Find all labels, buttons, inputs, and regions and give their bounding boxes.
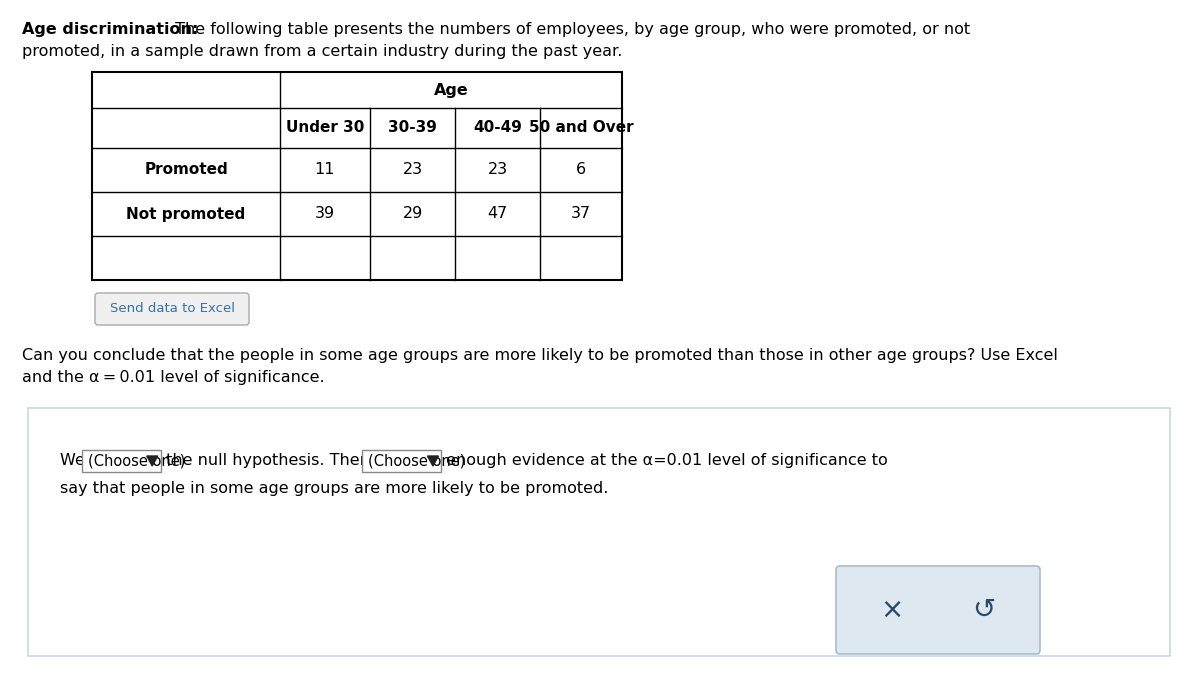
Bar (82, 450, 161, 472)
Text: say that people in some age groups are more likely to be promoted.: say that people in some age groups are m… (60, 481, 608, 496)
Bar (28, 408, 1170, 656)
Text: Under 30: Under 30 (286, 120, 364, 136)
Text: ↺: ↺ (972, 596, 996, 624)
Text: 50 and Over: 50 and Over (529, 120, 634, 136)
Text: and the α = 0.01 level of significance.: and the α = 0.01 level of significance. (22, 370, 325, 385)
Text: Send data to Excel: Send data to Excel (109, 302, 234, 316)
Text: 11: 11 (314, 163, 335, 177)
Text: the null hypothesis. There: the null hypothesis. There (161, 453, 380, 468)
Text: Can you conclude that the people in some age groups are more likely to be promot: Can you conclude that the people in some… (22, 348, 1058, 363)
Polygon shape (427, 456, 438, 466)
Text: (Choose one): (Choose one) (88, 454, 185, 468)
Text: ×: × (881, 596, 904, 624)
Text: Age: Age (433, 83, 468, 97)
Bar (362, 450, 442, 472)
Text: 29: 29 (402, 206, 422, 222)
Polygon shape (146, 456, 157, 466)
FancyBboxPatch shape (95, 293, 250, 325)
Text: 47: 47 (487, 206, 508, 222)
FancyBboxPatch shape (836, 566, 1040, 654)
Text: We: We (60, 453, 90, 468)
Text: Not promoted: Not promoted (126, 206, 246, 222)
Text: Promoted: Promoted (144, 163, 228, 177)
Text: 40-49: 40-49 (473, 120, 522, 136)
Text: The following table presents the numbers of employees, by age group, who were pr: The following table presents the numbers… (170, 22, 970, 37)
Text: enough evidence at the α=0.01 level of significance to: enough evidence at the α=0.01 level of s… (442, 453, 888, 468)
Text: (Choose one): (Choose one) (368, 454, 466, 468)
Text: 23: 23 (402, 163, 422, 177)
Text: 23: 23 (487, 163, 508, 177)
Text: 39: 39 (314, 206, 335, 222)
Text: 30-39: 30-39 (388, 120, 437, 136)
Text: 37: 37 (571, 206, 592, 222)
Text: Age discrimination:: Age discrimination: (22, 22, 198, 37)
Bar (92, 72, 622, 280)
Text: 6: 6 (576, 163, 586, 177)
Text: promoted, in a sample drawn from a certain industry during the past year.: promoted, in a sample drawn from a certa… (22, 44, 623, 59)
